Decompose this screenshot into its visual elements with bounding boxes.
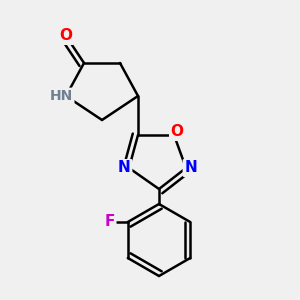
Text: F: F	[105, 214, 115, 230]
Text: O: O	[59, 28, 73, 44]
Text: O: O	[170, 124, 184, 140]
Text: N: N	[184, 160, 197, 175]
Text: N: N	[118, 160, 131, 175]
Text: HN: HN	[50, 89, 73, 103]
